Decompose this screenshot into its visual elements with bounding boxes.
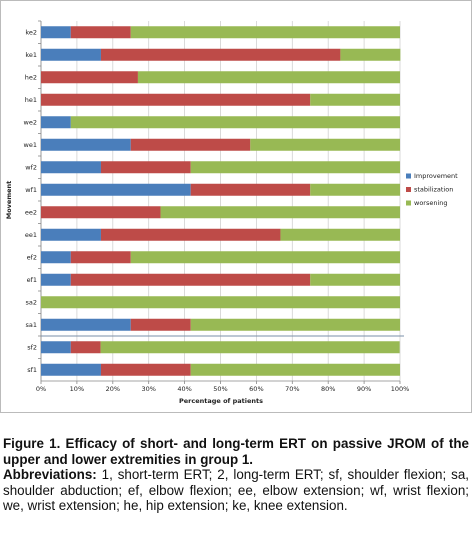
bar-segment <box>41 93 311 106</box>
y-tick-label: ee2 <box>25 208 37 216</box>
bar-segment <box>310 93 400 106</box>
x-tick-label: 50% <box>213 385 227 393</box>
bar-segment <box>41 71 138 84</box>
x-tick-label: 70% <box>285 385 299 393</box>
bar-segment <box>190 363 400 376</box>
y-tick-label: he1 <box>25 96 37 104</box>
legend-swatch <box>406 200 411 206</box>
y-tick-label: we1 <box>24 141 37 149</box>
bar-segment <box>41 161 101 174</box>
bar-segment <box>130 318 191 331</box>
y-tick-label: wf2 <box>25 163 37 171</box>
x-tick-label: 40% <box>177 385 191 393</box>
bar-segment <box>250 138 400 151</box>
caption-title-text: Figure 1. Efficacy of short- and long-te… <box>3 436 469 467</box>
bar-segment <box>41 273 71 286</box>
x-axis-title: Percentage of patients <box>179 397 263 405</box>
bar-segment <box>41 363 101 376</box>
y-tick-label: sa2 <box>25 298 37 306</box>
bar-segment <box>70 26 131 39</box>
bar-segment <box>130 138 251 151</box>
bar-segment <box>70 116 400 129</box>
y-tick-label: we2 <box>24 118 37 126</box>
x-tick-label: 90% <box>357 385 371 393</box>
x-tick-label: 30% <box>141 385 155 393</box>
legend-label: stabilization <box>414 186 453 194</box>
bar-segment <box>280 228 400 241</box>
y-tick-label: ke1 <box>25 51 37 59</box>
bar-segment <box>190 183 311 196</box>
bar-segment <box>160 206 400 219</box>
bar-segment <box>130 26 400 39</box>
bar-segment <box>70 341 101 354</box>
abbreviations-label: Abbreviations: <box>3 467 97 482</box>
y-axis-title: Movement <box>5 181 13 220</box>
bar-segment <box>137 71 400 84</box>
bar-segment <box>130 251 400 264</box>
bar-segment <box>190 161 400 174</box>
caption: Figure 1. Efficacy of short- and long-te… <box>3 436 469 514</box>
bar-segment <box>41 341 71 354</box>
bar-segment <box>340 48 401 61</box>
x-tick-label: 0% <box>36 385 46 393</box>
y-tick-label: sf2 <box>27 343 37 351</box>
bar-segment <box>100 363 191 376</box>
y-tick-label: ef1 <box>27 276 37 284</box>
legend-swatch <box>406 187 411 192</box>
bar-segment <box>41 251 71 264</box>
y-tick-label: sa1 <box>25 321 37 329</box>
y-tick-label: sf1 <box>27 366 37 374</box>
abbreviations-text: 1, short-term ERT; 2, long-term ERT; sf,… <box>3 467 469 513</box>
bar-segment <box>41 206 161 219</box>
x-tick-label: 100% <box>391 385 410 393</box>
bar-segment <box>70 251 131 264</box>
y-tick-label: he2 <box>25 73 37 81</box>
bar-segment <box>310 183 400 196</box>
bar-segment <box>41 116 71 129</box>
legend-label: worsening <box>414 199 448 207</box>
y-tick-label: ef2 <box>27 253 37 261</box>
bar-segment <box>310 273 400 286</box>
bar-segment <box>41 318 131 331</box>
chart: Percentage of patients Movement 0% 10% 20%… <box>0 0 472 413</box>
y-tick-label: ee1 <box>25 231 37 239</box>
y-tick-label: ke2 <box>25 28 37 36</box>
bar-segment <box>70 273 311 286</box>
bar-segment <box>41 138 131 151</box>
legend-label: Improvement <box>414 172 458 180</box>
legend-swatch <box>406 173 411 179</box>
caption-abbreviations: Abbreviations: 1, short-term ERT; 2, lon… <box>3 467 469 514</box>
bar-segment <box>41 228 101 241</box>
caption-title: Figure 1. Efficacy of short- and long-te… <box>3 436 469 467</box>
bar-segment <box>100 228 281 241</box>
x-tick-label: 60% <box>249 385 263 393</box>
bar-segment <box>41 26 71 39</box>
bar-segment <box>100 48 341 61</box>
bar-segment <box>100 161 191 174</box>
bar-segment <box>100 341 400 354</box>
bar-segment <box>41 48 101 61</box>
x-tick-label: 20% <box>106 385 120 393</box>
bar-segment <box>190 318 400 331</box>
bar-segment <box>41 183 191 196</box>
x-tick-label: 80% <box>321 385 335 393</box>
y-tick-label: wf1 <box>25 186 37 194</box>
x-tick-label: 10% <box>70 385 84 393</box>
bar-segment <box>41 296 400 309</box>
